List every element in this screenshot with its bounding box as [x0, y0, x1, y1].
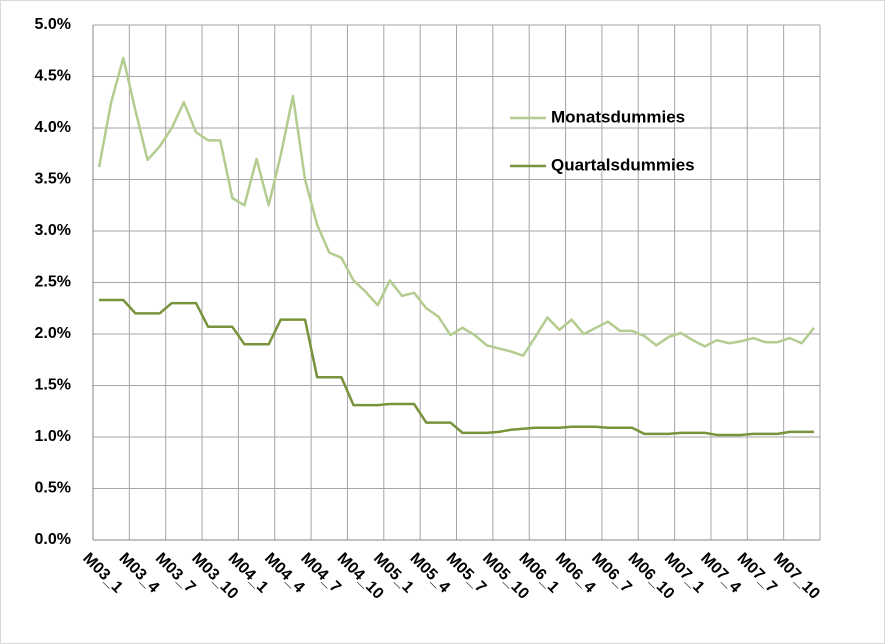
- y-tick-label: 3.5%: [35, 171, 71, 188]
- y-tick-label: 2.5%: [35, 274, 71, 291]
- y-tick-label: 4.5%: [35, 68, 71, 85]
- series-line: [97, 56, 815, 357]
- y-tick-label: 2.0%: [35, 325, 71, 342]
- y-tick-label: 0.0%: [35, 531, 71, 548]
- y-tick-label: 1.0%: [35, 428, 71, 445]
- legend-label: Quartalsdummies: [551, 155, 695, 174]
- y-tick-label: 0.5%: [35, 480, 71, 497]
- y-tick-label: 5.0%: [35, 16, 71, 33]
- y-tick-label: 1.5%: [35, 377, 71, 394]
- y-tick-label: 4.0%: [35, 119, 71, 136]
- legend-label: Monatsdummies: [551, 107, 685, 126]
- series-line: [99, 298, 814, 437]
- y-tick-label: 3.0%: [35, 222, 71, 239]
